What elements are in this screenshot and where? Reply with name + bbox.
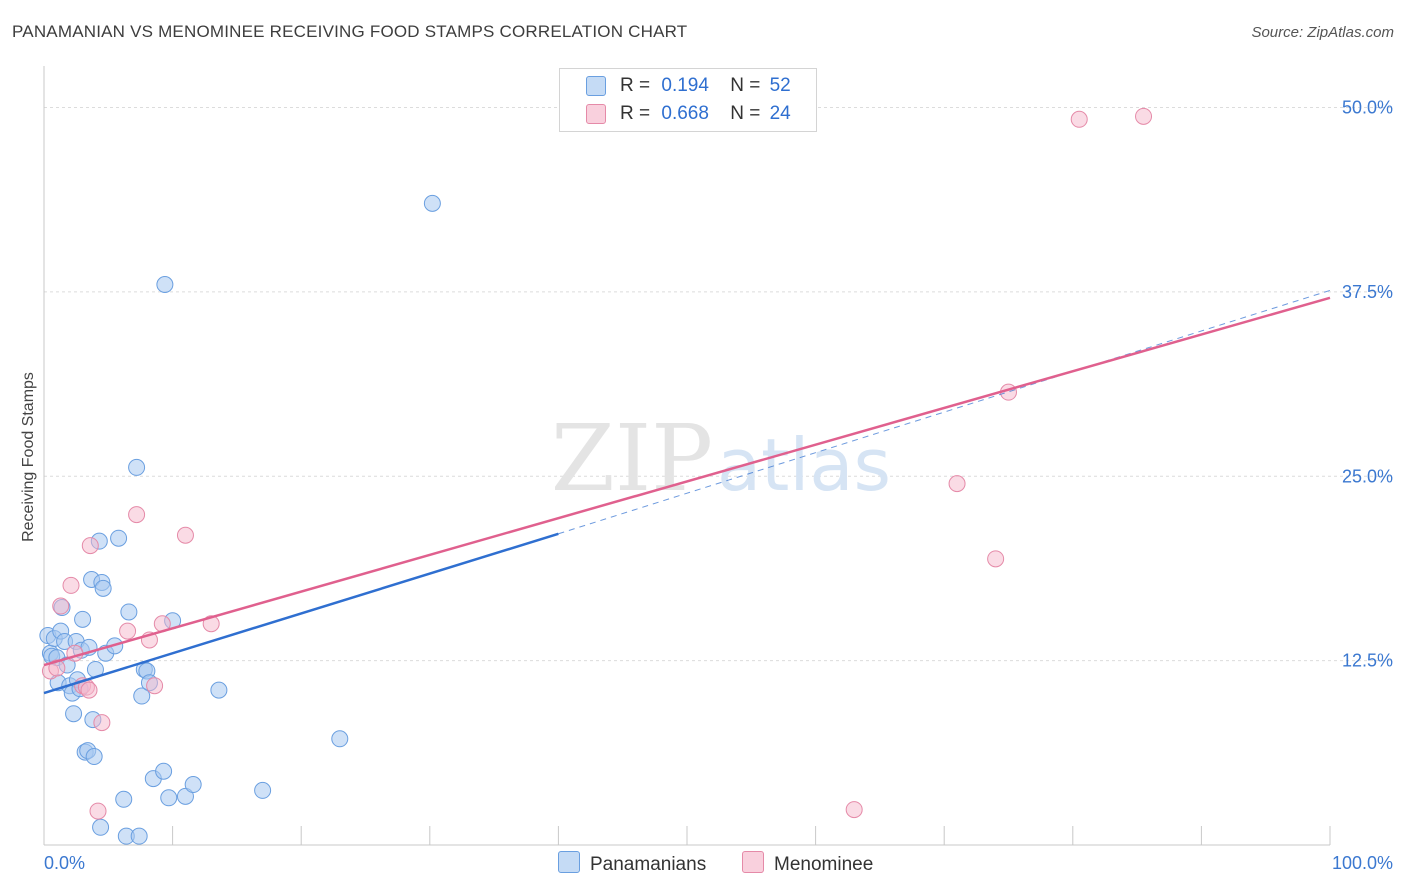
menominee-point bbox=[176, 526, 194, 544]
panamanian-point bbox=[130, 827, 148, 845]
menominee-point bbox=[845, 801, 863, 819]
menominee-point bbox=[119, 622, 137, 640]
trend-layer bbox=[43, 289, 1331, 695]
grid-layer bbox=[44, 107, 1394, 662]
legend-n-label: N = bbox=[730, 75, 761, 96]
menominee-point bbox=[80, 681, 98, 699]
menominee-point bbox=[89, 802, 107, 820]
legend-r-label: R = bbox=[620, 103, 651, 124]
tick-labels: 12.5% 25.0% 37.5% 50.0% 0.0% 100.0% bbox=[44, 98, 1393, 874]
panamanian-point bbox=[160, 789, 178, 807]
correlation-legend: R = 0.194 N = 52 R = 0.668 N = 24 bbox=[559, 68, 817, 132]
legend-n-label: N = bbox=[730, 103, 761, 124]
panamanian-point bbox=[423, 194, 441, 212]
panamanian-trend-line bbox=[43, 532, 559, 695]
panamanian-point bbox=[254, 781, 272, 799]
y-tick-label: 37.5% bbox=[1342, 282, 1393, 302]
menominee-point bbox=[52, 597, 70, 615]
y-tick-label: 50.0% bbox=[1342, 98, 1393, 118]
panamanian-point bbox=[155, 762, 173, 780]
watermark: ZIP atlas bbox=[551, 405, 891, 512]
menominee-point bbox=[81, 537, 99, 555]
panamanian-point bbox=[94, 579, 112, 597]
menominee-point bbox=[48, 659, 66, 677]
y-axis-label: Receiving Food Stamps bbox=[20, 372, 37, 542]
legend-n-value: 24 bbox=[769, 103, 791, 124]
menominee-point bbox=[1070, 110, 1088, 128]
panamanian-point bbox=[210, 681, 228, 699]
menominee-point bbox=[202, 615, 220, 633]
y-tick-label: 12.5% bbox=[1342, 651, 1393, 671]
watermark-zip: ZIP bbox=[551, 405, 713, 512]
panamanian-point bbox=[115, 790, 133, 808]
panamanian-point bbox=[85, 748, 103, 765]
panamanian-point bbox=[176, 787, 194, 805]
panamanian-point bbox=[110, 529, 128, 547]
menominee-point bbox=[62, 576, 80, 594]
legend-r-label: R = bbox=[620, 75, 651, 96]
bottom-legend-swatch-blue bbox=[558, 851, 580, 873]
menominee-point bbox=[987, 550, 1005, 568]
panamanian-point bbox=[128, 458, 146, 476]
legend-swatch-blue bbox=[586, 76, 606, 96]
bottom-legend-swatch-pink bbox=[742, 851, 764, 873]
menominee-point bbox=[93, 714, 111, 732]
menominee-point bbox=[1135, 107, 1153, 125]
bottom-legend-label: Panamanians bbox=[590, 854, 707, 875]
bottom-legend-menominee: Menominee bbox=[742, 851, 873, 876]
y-tick-label: 25.0% bbox=[1342, 466, 1393, 486]
bottom-legend-label: Menominee bbox=[774, 854, 874, 875]
panamanian-point bbox=[120, 603, 138, 621]
x-tick-label: 0.0% bbox=[44, 853, 85, 873]
panamanian-point bbox=[133, 687, 151, 705]
menominee-trend-line bbox=[43, 296, 1331, 667]
chart-title: PANAMANIAN VS MENOMINEE RECEIVING FOOD S… bbox=[12, 22, 688, 41]
menominee-point bbox=[146, 677, 164, 695]
menominee-point bbox=[128, 506, 146, 524]
panamanian-point bbox=[184, 776, 202, 794]
panamanian-point bbox=[65, 705, 83, 723]
legend-swatch-pink bbox=[586, 104, 606, 124]
bottom-legend-panamanians: Panamanians bbox=[558, 851, 706, 876]
panamanian-point bbox=[74, 610, 92, 628]
panamanian-point bbox=[156, 276, 174, 293]
legend-n-value: 52 bbox=[769, 75, 791, 96]
source-label: Source: ZipAtlas.com bbox=[1251, 24, 1394, 41]
panamanian-point bbox=[92, 818, 110, 836]
x-tick-label: 100.0% bbox=[1332, 853, 1393, 873]
points-layer bbox=[39, 107, 1153, 845]
panamanian-trend-extension bbox=[558, 289, 1331, 535]
menominee-point bbox=[948, 475, 966, 493]
axis-layer bbox=[43, 66, 1331, 846]
legend-r-value: 0.668 bbox=[661, 103, 709, 124]
panamanian-point bbox=[331, 730, 349, 748]
legend-r-value: 0.194 bbox=[661, 75, 709, 96]
